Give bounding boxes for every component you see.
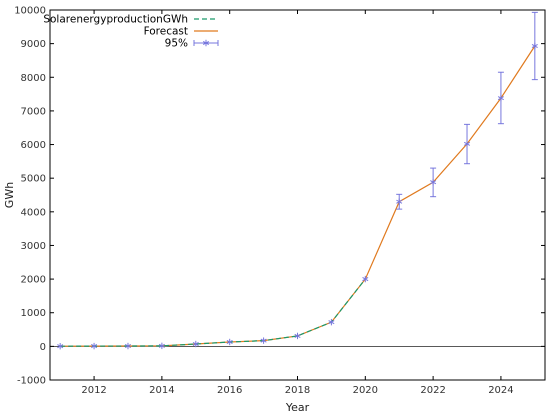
data-point-marker <box>396 198 403 205</box>
legend-item: SolarenergyproductionGWh <box>43 14 218 26</box>
series-group <box>57 11 538 350</box>
data-point-marker <box>226 338 233 346</box>
legend-label: SolarenergyproductionGWh <box>43 14 188 26</box>
y-tick-label: 6000 <box>21 140 46 151</box>
y-tick-label: 0 <box>40 342 46 353</box>
legend-label: 95% <box>165 38 188 50</box>
data-point-marker <box>158 342 165 350</box>
data-point-marker <box>124 342 132 350</box>
y-tick-label: 3000 <box>21 241 46 252</box>
data-point-marker <box>260 337 267 344</box>
x-tick-label: 2020 <box>353 385 378 396</box>
data-point-marker <box>57 342 64 350</box>
x-tick-label: 2012 <box>81 385 106 396</box>
y-tick-label: 8000 <box>21 73 46 84</box>
data-point-marker <box>497 94 504 102</box>
x-axis-label: Year <box>285 401 310 414</box>
data-point-marker <box>91 342 98 350</box>
data-point-marker <box>328 318 335 326</box>
legend-item: 95% <box>165 38 219 50</box>
data-point-marker <box>430 179 437 186</box>
y-axis-label: GWh <box>3 182 16 208</box>
data-point-marker <box>192 340 199 348</box>
series-line-observed <box>60 278 366 347</box>
x-tick-label: 2018 <box>285 385 310 396</box>
y-tick-label: 5000 <box>21 174 46 185</box>
y-tick-label: 9000 <box>21 39 46 50</box>
legend-marker <box>202 39 210 47</box>
legend-swatch <box>193 39 219 47</box>
y-tick-label: -1000 <box>17 376 46 387</box>
data-point-marker <box>463 140 471 148</box>
legend-item: Forecast <box>144 26 218 38</box>
x-tick-label: 2016 <box>217 385 242 396</box>
y-tick-label: 4000 <box>21 207 46 218</box>
y-tick-label: 7000 <box>21 106 46 117</box>
axes-group: -1000 0 1000 2000 3000 4000 5000 6000 7000 8000 90… <box>14 6 546 396</box>
data-point-marker <box>531 42 538 50</box>
legend-label: Forecast <box>144 26 188 38</box>
x-tick-label: 2014 <box>149 385 174 396</box>
x-tick-label: 2024 <box>488 385 513 396</box>
data-point-marker <box>362 275 369 283</box>
x-tick-label: 2022 <box>420 385 445 396</box>
y-tick-label: 2000 <box>21 275 46 286</box>
y-tick-label: 10000 <box>14 6 46 17</box>
data-point-marker <box>294 332 301 340</box>
y-tick-label: 1000 <box>21 308 46 319</box>
